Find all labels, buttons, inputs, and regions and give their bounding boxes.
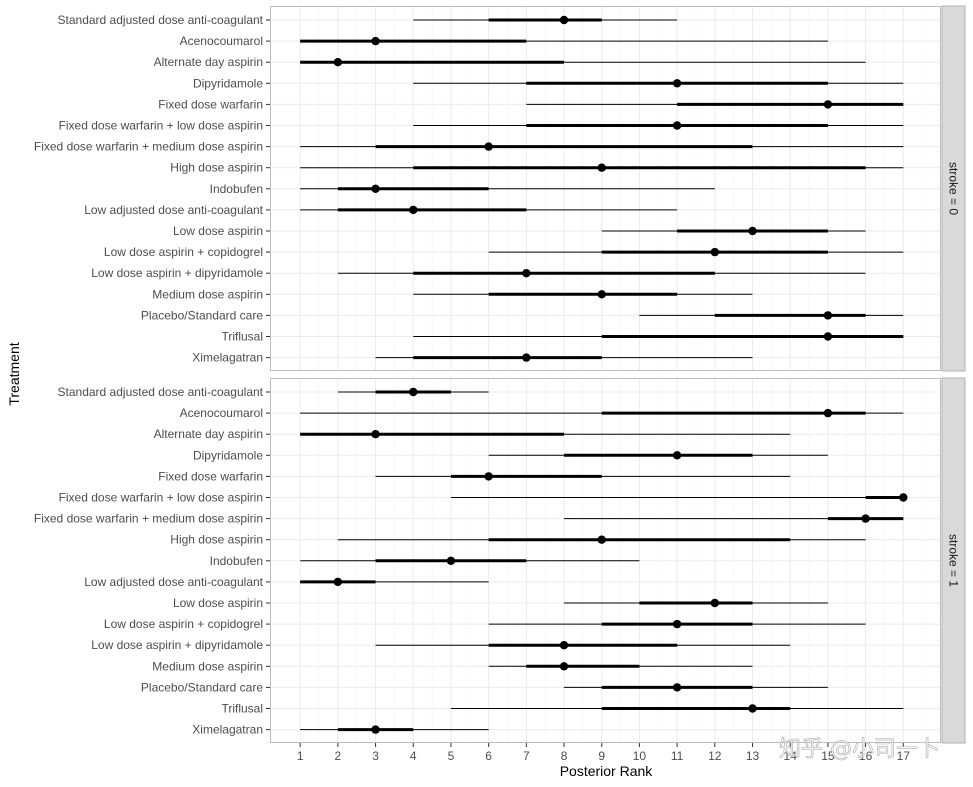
median-point <box>484 472 493 481</box>
x-tick-label: 4 <box>410 749 417 763</box>
y-tick-label: Standard adjusted dose anti-coagulant <box>58 13 264 27</box>
x-tick-label: 12 <box>708 749 722 763</box>
x-tick-label: 11 <box>671 749 684 763</box>
y-tick-label: Medium dose aspirin <box>152 287 263 301</box>
y-tick-label: Triflusal <box>221 330 263 344</box>
median-point <box>333 577 343 587</box>
median-point <box>409 387 418 397</box>
facet-strip-label: stroke = 1 <box>947 534 961 587</box>
x-tick-label: 2 <box>335 749 342 763</box>
x-tick-label: 1 <box>297 749 304 763</box>
median-point <box>597 163 606 172</box>
x-axis: 1 2 3 4 5 6 7 8 9 10 11 12 13 14 15 16 17 <box>297 743 910 763</box>
x-tick-label: 10 <box>633 749 647 763</box>
y-tick-label: Low dose aspirin + dipyridamole <box>91 266 263 280</box>
median-point <box>672 79 682 88</box>
median-point <box>823 332 833 341</box>
y-tick-label: Alternate day aspirin <box>154 427 263 441</box>
median-point <box>899 493 908 502</box>
median-point <box>333 58 343 67</box>
y-tick-label: Placebo/Standard care <box>141 680 263 694</box>
median-point <box>710 598 720 608</box>
y-tick-label: High dose aspirin <box>170 161 263 175</box>
y-tick-label: Low adjusted dose anti-coagulant <box>84 203 263 217</box>
y-tick-label: Low dose aspirin <box>173 596 263 610</box>
y-tick-label: Dipyridamole <box>193 76 263 90</box>
panel-2: stroke = 1 Standard adjusted dose anti-co… <box>34 377 966 744</box>
x-tick-label: 15 <box>821 749 835 763</box>
y-tick-label: Fixed dose warfarin + medium dose aspiri… <box>34 140 263 154</box>
facet-strip <box>941 5 966 372</box>
median-point <box>371 430 380 439</box>
median-point <box>597 290 606 299</box>
x-tick-label: 13 <box>746 749 760 763</box>
median-point <box>823 100 833 109</box>
panel-border <box>270 6 941 371</box>
median-point <box>559 662 569 671</box>
y-tick-label: Ximelagatran <box>192 723 263 737</box>
median-point <box>409 205 418 215</box>
panel-border <box>270 378 941 743</box>
x-tick-label: 7 <box>523 749 530 763</box>
median-point <box>371 36 380 46</box>
median-point <box>861 514 870 523</box>
median-point <box>446 556 456 565</box>
median-point <box>672 121 682 130</box>
x-tick-label: 17 <box>897 749 911 763</box>
y-tick-label: Fixed dose warfarin <box>158 469 263 483</box>
y-tick-label: Low dose aspirin + dipyridamole <box>91 638 263 652</box>
x-tick-label: 8 <box>561 749 568 763</box>
x-tick-label: 9 <box>598 749 605 763</box>
y-tick-label: High dose aspirin <box>170 533 263 547</box>
y-tick-label: Placebo/Standard care <box>141 308 263 322</box>
median-point <box>672 451 682 460</box>
x-tick-label: 5 <box>448 749 455 763</box>
y-tick-label: Low dose aspirin + copidogrel <box>104 617 263 631</box>
median-point <box>823 408 833 418</box>
y-tick-label: Acenocoumarol <box>180 406 263 420</box>
x-tick-label: 3 <box>372 749 379 763</box>
y-tick-label: Low adjusted dose anti-coagulant <box>84 575 263 589</box>
x-tick-label: 6 <box>485 749 492 763</box>
median-point <box>748 704 757 713</box>
median-point <box>672 683 682 692</box>
median-point <box>672 619 682 629</box>
median-point <box>522 353 531 362</box>
median-point <box>559 641 569 650</box>
y-tick-label: Fixed dose warfarin <box>158 97 263 111</box>
median-point <box>559 15 569 25</box>
median-point <box>597 535 606 544</box>
y-tick-label: Ximelagatran <box>192 351 263 365</box>
median-point <box>748 226 757 236</box>
y-tick-label: Dipyridamole <box>193 448 263 462</box>
y-tick-label: Low dose aspirin + copidogrel <box>104 245 263 259</box>
y-tick-label: Fixed dose warfarin + low dose aspirin <box>59 491 263 505</box>
y-tick-label: Acenocoumarol <box>180 34 263 48</box>
x-tick-label: 16 <box>859 749 873 763</box>
median-point <box>823 311 833 320</box>
y-tick-label: Alternate day aspirin <box>154 55 263 69</box>
panel-1: stroke = 0 Standard adjusted dose anti-co… <box>34 5 966 372</box>
median-point <box>484 142 493 151</box>
median-point <box>522 269 531 278</box>
facet-strip <box>941 377 966 744</box>
x-tick-label: 14 <box>784 749 798 763</box>
y-tick-label: Medium dose aspirin <box>152 659 263 673</box>
y-tick-label: Triflusal <box>221 702 263 716</box>
median-point <box>371 184 380 193</box>
median-point <box>710 247 720 257</box>
y-tick-label: Standard adjusted dose anti-coagulant <box>58 385 264 399</box>
y-tick-label: Fixed dose warfarin + medium dose aspiri… <box>34 512 263 526</box>
median-point <box>371 725 380 734</box>
y-tick-label: Indobufen <box>210 554 263 568</box>
y-tick-label: Fixed dose warfarin + low dose aspirin <box>59 119 263 133</box>
facet-strip-label: stroke = 0 <box>947 162 961 215</box>
panels-layer: stroke = 0 Standard adjusted dose anti-co… <box>34 5 966 744</box>
y-tick-label: Low dose aspirin <box>173 224 263 238</box>
y-axis-title: Treatment <box>6 342 22 405</box>
x-axis-title: Posterior Rank <box>560 763 654 779</box>
y-tick-label: Indobufen <box>210 182 263 196</box>
watermark: 知乎 @小司一卜 <box>779 737 940 762</box>
